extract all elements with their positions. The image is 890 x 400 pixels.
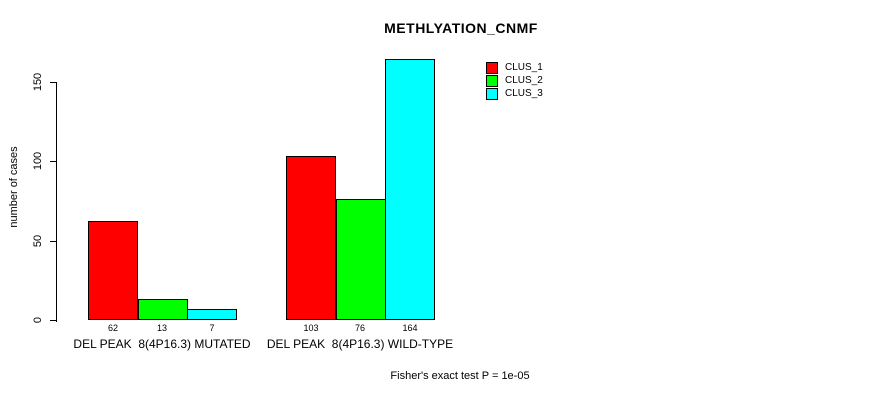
- y-axis-tick: [50, 82, 56, 83]
- bar-value-label: 164: [402, 323, 418, 333]
- stat-annotation: Fisher's exact test P = 1e-05: [390, 370, 530, 382]
- legend-row-clus_1: CLUS_1: [486, 61, 543, 74]
- y-axis-tick-label: 50: [32, 234, 44, 248]
- bar-clus_3-group2: [385, 59, 435, 320]
- y-axis-tick: [50, 241, 56, 242]
- legend-label: CLUS_3: [505, 88, 543, 99]
- y-axis-tick-label: 0: [32, 316, 44, 324]
- legend-row-clus_2: CLUS_2: [486, 74, 543, 87]
- bar-clus_2-group2: [336, 199, 386, 320]
- legend-swatch-icon: [486, 61, 498, 74]
- y-axis-title: number of cases: [8, 146, 20, 228]
- legend-label: CLUS_2: [505, 75, 543, 86]
- bar-clus_1-group1: [88, 221, 138, 320]
- bar-value-label: 7: [209, 323, 215, 333]
- bar-value-label: 103: [303, 323, 319, 333]
- x-axis-category-label: DEL PEAK 8(4P16.3) MUTATED: [73, 337, 251, 351]
- y-axis-line: [56, 82, 57, 322]
- legend-swatch-icon: [486, 74, 498, 87]
- legend-row-clus_3: CLUS_3: [486, 87, 543, 100]
- y-axis-tick-label: 100: [32, 151, 44, 171]
- legend: CLUS_1 CLUS_2 CLUS_3: [486, 61, 543, 100]
- bar-value-label: 76: [354, 323, 366, 333]
- x-axis-category-label: DEL PEAK 8(4P16.3) WILD-TYPE: [266, 337, 454, 351]
- bar-clus_2-group1: [138, 299, 188, 320]
- bar-clus_1-group2: [286, 156, 336, 320]
- chart-title: METHLYATION_CNMF: [384, 20, 538, 36]
- bar-clus_3-group1: [187, 309, 237, 320]
- legend-swatch-icon: [486, 87, 498, 100]
- bar-value-label: 62: [107, 323, 119, 333]
- bar-value-label: 13: [156, 323, 168, 333]
- legend-label: CLUS_1: [505, 62, 543, 73]
- y-axis-tick: [50, 161, 56, 162]
- y-axis-tick-label: 150: [32, 72, 44, 92]
- y-axis-tick: [50, 320, 56, 321]
